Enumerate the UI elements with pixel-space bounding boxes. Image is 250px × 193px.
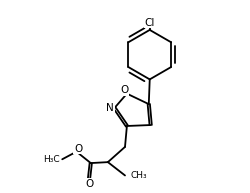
Text: CH₃: CH₃: [131, 171, 147, 180]
Text: N: N: [106, 102, 114, 113]
Text: O: O: [120, 85, 128, 95]
Text: H₃C: H₃C: [43, 155, 60, 164]
Text: O: O: [86, 179, 94, 189]
Text: Cl: Cl: [144, 18, 155, 28]
Text: O: O: [74, 144, 82, 154]
